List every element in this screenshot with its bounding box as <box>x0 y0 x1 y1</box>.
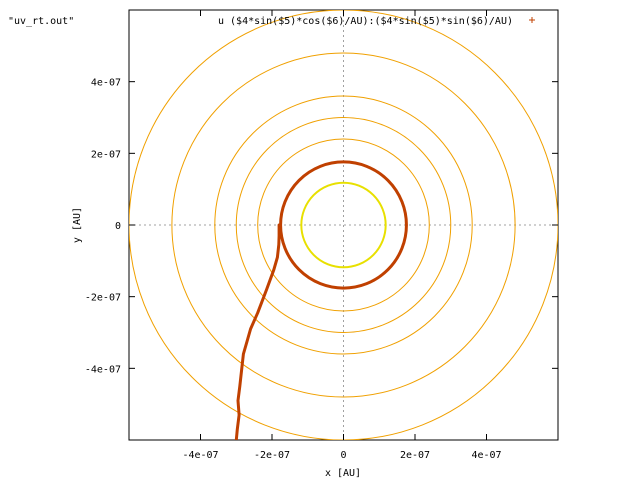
plot-title-left: "uv_rt.out" <box>8 16 74 27</box>
x-tick-label: 4e-07 <box>471 450 501 461</box>
y-tick-label: -4e-07 <box>85 364 121 375</box>
x-tick-label: 0 <box>340 450 346 461</box>
x-tick-label: 2e-07 <box>400 450 430 461</box>
x-tick-label: -4e-07 <box>182 450 218 461</box>
y-axis-label: y [AU] <box>72 207 83 243</box>
outer-ring-4 <box>171 52 516 398</box>
y-tick-label: -2e-07 <box>85 293 121 304</box>
tick-labels: -4e-07 -2e-07 0 2e-07 4e-07 4e-07 2e-07 0 -2e-07… <box>85 78 502 461</box>
legend-marker <box>529 17 535 23</box>
legend-entry-label: u ($4*sin($5)*cos($6)/AU):($4*sin($5)*si… <box>218 16 513 27</box>
outer-ring-3 <box>214 95 473 355</box>
zero-axes <box>129 10 558 440</box>
ticks-layer <box>129 10 558 440</box>
outer-ring-2 <box>235 117 452 333</box>
inner-circle-1 <box>300 181 387 269</box>
track-line <box>234 223 281 440</box>
x-tick-label: -2e-07 <box>254 450 290 461</box>
series-layer <box>129 10 558 440</box>
y-tick-label: 4e-07 <box>91 78 121 89</box>
y-tick-label: 2e-07 <box>91 149 121 160</box>
x-axis-label: x [AU] <box>325 468 361 479</box>
y-tick-label: 0 <box>115 221 121 232</box>
outer-ring-1 <box>257 138 430 312</box>
